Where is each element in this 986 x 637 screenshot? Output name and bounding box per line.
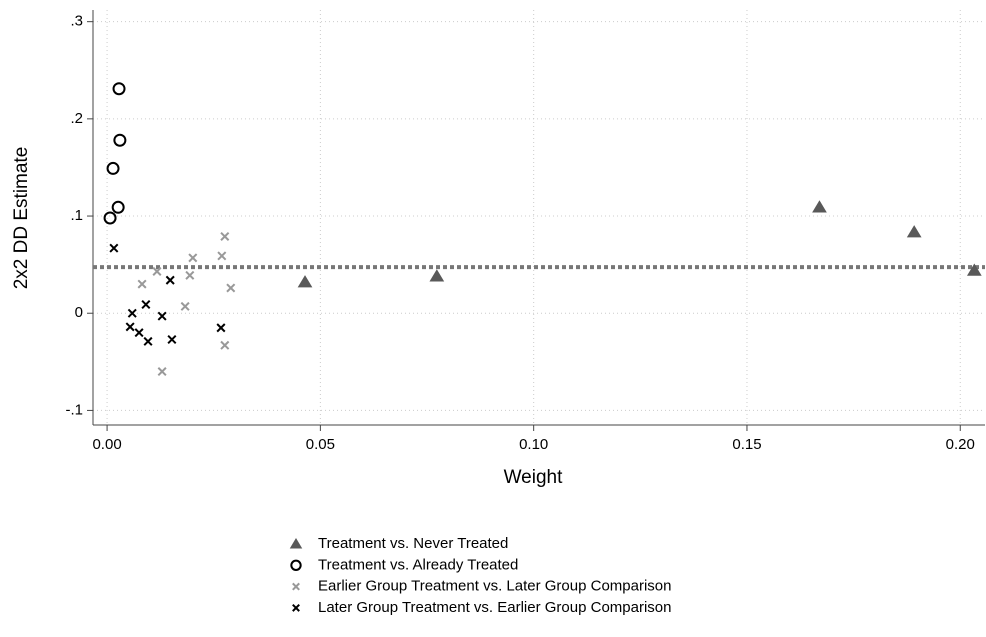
x-marker [220,340,230,350]
x-marker [109,243,119,253]
triangle-marker [297,275,313,288]
x-marker [157,311,167,321]
x-marker [127,308,137,318]
x-marker [226,283,236,293]
x-marker [143,336,153,346]
x-tick-label: 0.05 [306,436,335,453]
x-marker [152,266,162,276]
y-tick-label: 0 [75,304,83,321]
legend-label: Earlier Group Treatment vs. Later Group … [318,578,671,595]
x-marker [185,270,195,280]
x-axis-title: Weight [504,467,564,488]
x-tick-label: 0.00 [92,436,121,453]
x-marker [134,328,144,338]
x-marker [180,301,190,311]
x-marker [137,279,147,289]
x-marker [141,299,151,309]
y-tick-label: -.1 [65,401,83,418]
circle-marker [290,559,302,571]
y-tick-label: .3 [70,13,83,30]
x-tick-label: 0.20 [946,436,975,453]
triangle-marker [812,200,827,213]
x-marker [292,603,300,612]
x-tick-label: 0.10 [519,436,548,453]
circle-marker [113,133,127,147]
triangle-marker [289,538,303,549]
circle-marker [103,211,117,225]
x-tick-label: 0.15 [732,436,761,453]
y-tick-label: .1 [70,207,83,224]
x-marker [292,582,300,591]
circle-marker [106,161,120,175]
x-marker [125,322,135,332]
y-axis-title: 2x2 DD Estimate [11,147,32,290]
legend-label: Later Group Treatment vs. Earlier Group … [318,599,671,616]
circle-marker [112,82,126,96]
x-marker [157,367,167,377]
x-marker [165,275,175,285]
x-marker [167,334,177,344]
triangle-marker [429,269,445,282]
x-marker [216,323,226,333]
legend-label: Treatment vs. Already Treated [318,556,518,573]
legend-label: Treatment vs. Never Treated [318,535,508,552]
x-marker [188,253,198,263]
circle-marker [111,200,125,214]
x-marker [217,251,227,261]
triangle-marker [966,263,982,276]
y-tick-label: .2 [70,110,83,127]
x-marker [220,231,230,241]
triangle-marker [906,225,922,238]
